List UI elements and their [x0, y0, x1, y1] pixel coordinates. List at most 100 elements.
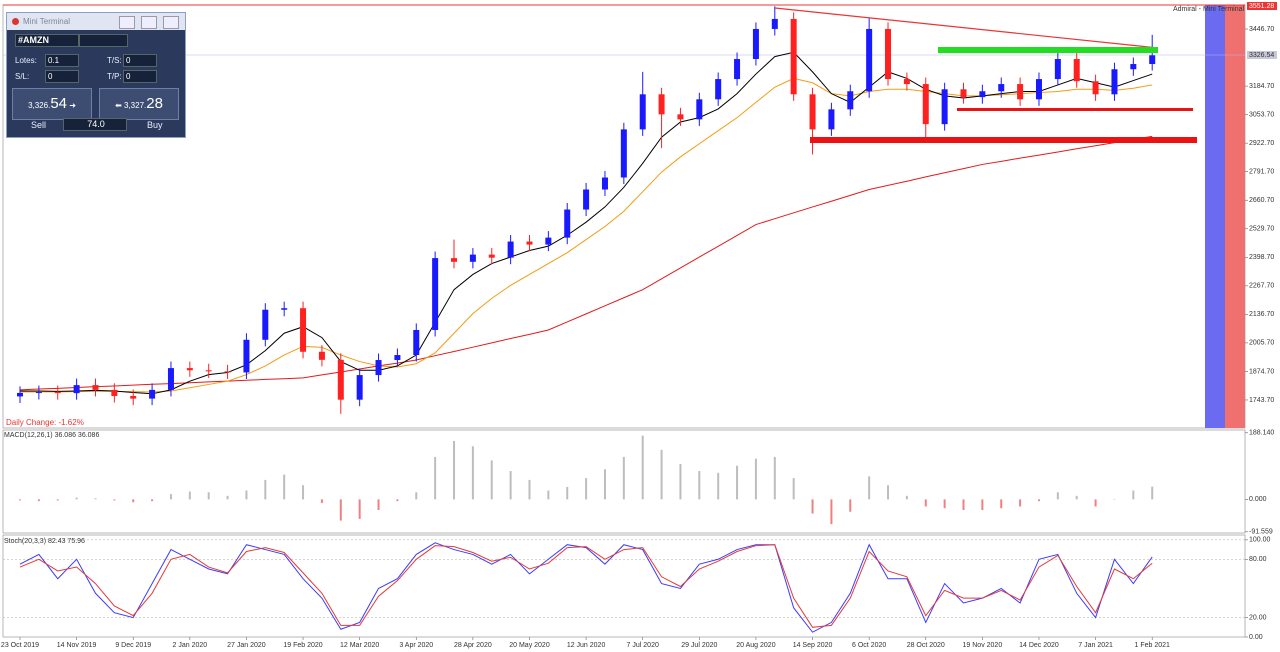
candle-body	[262, 309, 269, 340]
macd-bar	[453, 440, 456, 500]
macd-bar	[622, 456, 625, 500]
ts-label: T/S:	[107, 56, 122, 65]
macd-bar	[302, 485, 305, 500]
macd-bar	[792, 478, 795, 500]
candle-body	[375, 360, 382, 376]
high-label: 3551.28	[1249, 3, 1274, 10]
candle-body	[696, 99, 703, 120]
y-tick-label: 2267.70	[1249, 283, 1274, 290]
macd-bar	[547, 490, 550, 500]
sl-label: S/L:	[15, 72, 30, 81]
buy-price[interactable]: ⬅ 3,327.28	[99, 88, 179, 120]
y-tick-label: 1743.70	[1249, 397, 1274, 404]
sl-input[interactable]: 0	[45, 70, 79, 83]
terminal-titlebar: Mini Terminal	[7, 13, 185, 30]
macd-bar	[1132, 490, 1135, 500]
candle-body	[73, 385, 80, 394]
tp-input[interactable]: 0	[123, 70, 157, 83]
support-line	[957, 108, 1193, 111]
candle-body	[639, 94, 646, 130]
maximize-button[interactable]	[141, 16, 157, 29]
buy-price-big: 28	[146, 95, 163, 112]
x-tick-label: 12 Jun 2020	[567, 642, 606, 649]
x-tick-label: 3 Apr 2020	[399, 642, 433, 649]
candle-body	[35, 392, 42, 394]
minimize-button[interactable]	[119, 16, 135, 29]
y-tick-label: 0.000	[1249, 496, 1267, 503]
sell-price[interactable]: 3,326.54 ➜	[12, 88, 92, 120]
macd-bar	[415, 492, 418, 500]
indicator-line	[19, 135, 1153, 391]
candle-body	[903, 79, 910, 85]
candle-body	[281, 308, 288, 310]
candle-body	[583, 189, 590, 210]
x-tick-label: 20 Aug 2020	[736, 642, 775, 649]
candle-body	[979, 91, 986, 98]
macd-bar	[56, 499, 59, 501]
lots-input[interactable]: 0.1	[45, 54, 79, 67]
macd-bar	[773, 456, 776, 500]
x-tick-label: 29 Jul 2020	[681, 642, 717, 649]
macd-bar	[603, 469, 606, 500]
ts-input[interactable]: 0	[123, 54, 157, 67]
macd-bar	[924, 499, 927, 507]
candle-body	[1035, 79, 1042, 100]
macd-bar	[698, 471, 701, 500]
resistance-zone	[938, 47, 1158, 53]
x-tick-label: 14 Dec 2020	[1019, 642, 1059, 649]
macd-bar	[1037, 499, 1040, 502]
indicator-line	[19, 542, 1153, 633]
macd-bar	[660, 449, 663, 500]
indicator-line	[19, 544, 1153, 628]
candle-body	[564, 209, 571, 238]
y-tick-label: 80.00	[1249, 556, 1267, 563]
candle-body	[300, 308, 307, 352]
macd-bar	[679, 463, 682, 500]
tp-label: T/P:	[107, 72, 122, 81]
symbol-input[interactable]	[79, 34, 128, 47]
macd-bar	[1019, 499, 1022, 507]
candle-body	[1017, 84, 1024, 100]
candle-body	[866, 28, 873, 92]
macd-bar	[37, 499, 40, 502]
macd-bar	[19, 499, 21, 501]
candle-body	[960, 89, 967, 98]
macd-bar	[358, 499, 361, 519]
candle-body	[1130, 64, 1137, 70]
macd-bar	[962, 499, 965, 510]
sell-price-big: 54	[50, 95, 67, 112]
symbol-select[interactable]: #AMZN	[15, 34, 79, 47]
candle-body	[715, 79, 722, 100]
stoch-panel	[2, 534, 1246, 638]
macd-bar	[528, 479, 531, 500]
last-price-label: 3326.54	[1249, 52, 1274, 59]
macd-bar	[169, 494, 172, 500]
candle-body	[998, 84, 1005, 92]
y-tick-label: 100.00	[1249, 537, 1271, 544]
x-tick-label: 20 May 2020	[509, 642, 550, 649]
candle-body	[1092, 81, 1099, 95]
macd-bar	[1113, 499, 1116, 500]
macd-bar	[717, 472, 720, 500]
x-tick-label: 1 Feb 2021	[1134, 642, 1170, 649]
daily-change: Daily Change: -1.62%	[6, 418, 84, 427]
sell-button[interactable]: Sell	[31, 120, 47, 130]
macd-bar	[132, 499, 135, 503]
x-tick-label: 28 Oct 2020	[907, 642, 945, 649]
macd-bar	[490, 460, 493, 500]
x-tick-label: 23 Oct 2019	[1, 642, 39, 649]
y-tick-label: 0.00	[1249, 634, 1263, 641]
macd-bar	[981, 499, 984, 510]
red-zone	[1225, 5, 1245, 428]
close-button[interactable]	[163, 16, 179, 29]
candle-body	[885, 28, 892, 80]
mini-terminal: Mini Terminal #AMZN Lotes: 0.1 T/S: 0 S/…	[6, 12, 186, 138]
y-tick-label: 20.00	[1249, 614, 1267, 621]
buy-button[interactable]: Buy	[147, 120, 163, 130]
macd-bar	[471, 446, 474, 500]
y-tick-label: 3053.70	[1249, 111, 1274, 118]
macd-bar	[339, 499, 342, 521]
y-tick-label: -91.559	[1249, 529, 1273, 536]
candle-body	[149, 389, 156, 399]
